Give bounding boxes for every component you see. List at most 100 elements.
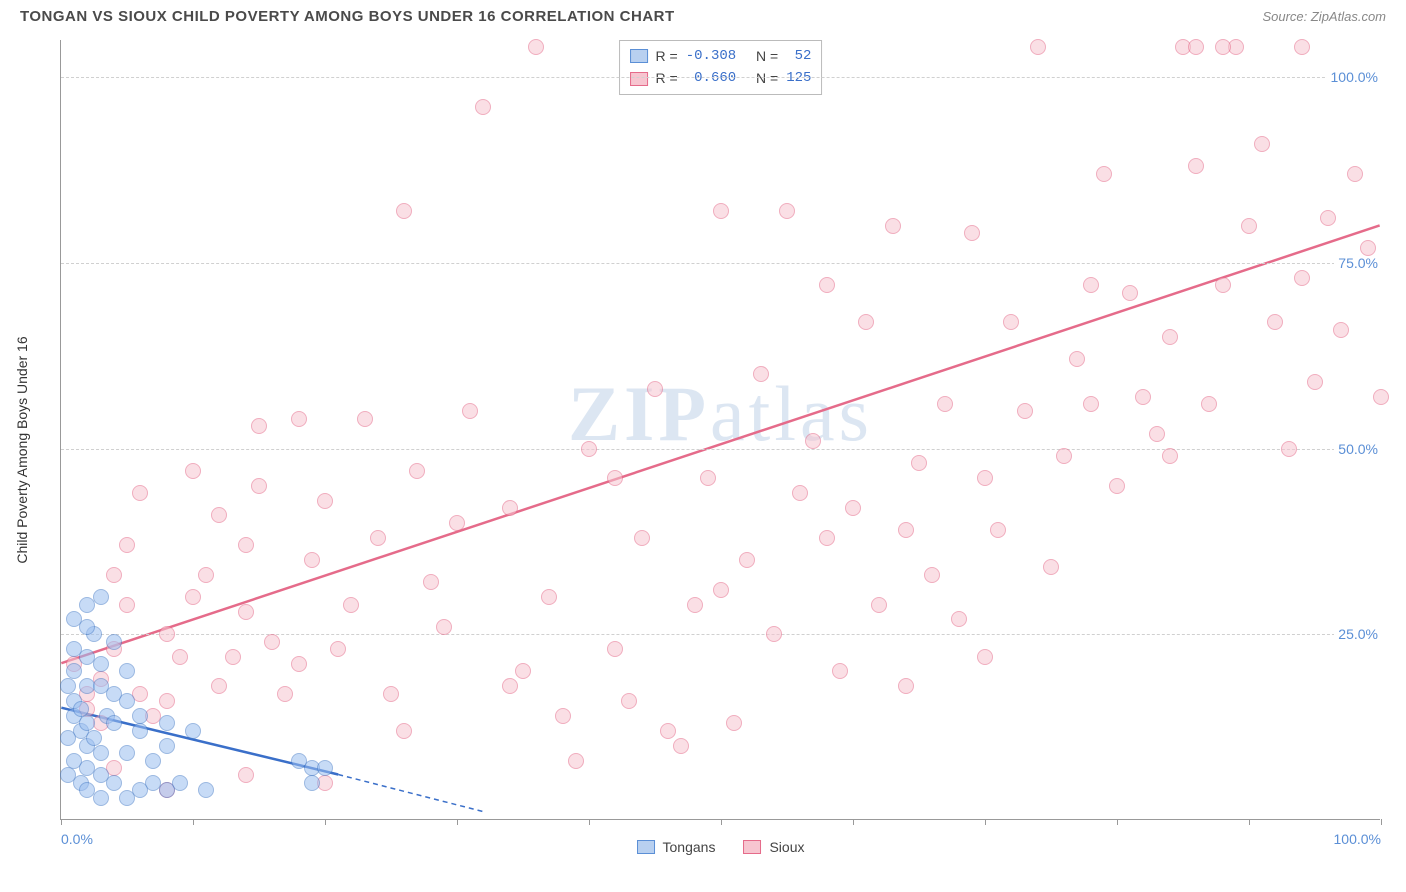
scatter-point-sioux	[1333, 322, 1349, 338]
scatter-point-tongans	[73, 701, 89, 717]
scatter-point-sioux	[238, 604, 254, 620]
scatter-point-sioux	[898, 522, 914, 538]
scatter-point-sioux	[568, 753, 584, 769]
scatter-point-sioux	[832, 663, 848, 679]
scatter-point-sioux	[541, 589, 557, 605]
scatter-point-sioux	[990, 522, 1006, 538]
scatter-point-tongans	[60, 730, 76, 746]
scatter-point-tongans	[119, 663, 135, 679]
scatter-point-tongans	[79, 597, 95, 613]
swatch-tongans	[637, 840, 655, 854]
x-tick-mark	[853, 819, 854, 825]
bottom-legend: Tongans Sioux	[637, 839, 805, 855]
scatter-point-sioux	[1215, 39, 1231, 55]
scatter-point-sioux	[317, 493, 333, 509]
watermark: ZIPatlas	[568, 369, 873, 459]
scatter-point-tongans	[86, 730, 102, 746]
chart-header: TONGAN VS SIOUX CHILD POVERTY AMONG BOYS…	[0, 0, 1406, 31]
scatter-point-sioux	[792, 485, 808, 501]
scatter-point-sioux	[805, 433, 821, 449]
scatter-point-sioux	[1109, 478, 1125, 494]
scatter-point-sioux	[1294, 270, 1310, 286]
x-tick-mark	[61, 819, 62, 825]
scatter-point-sioux	[1162, 329, 1178, 345]
x-tick-label: 0.0%	[61, 831, 93, 847]
scatter-point-sioux	[1043, 559, 1059, 575]
scatter-point-tongans	[79, 715, 95, 731]
scatter-point-sioux	[528, 39, 544, 55]
scatter-point-sioux	[977, 470, 993, 486]
scatter-point-sioux	[766, 626, 782, 642]
x-tick-mark	[1117, 819, 1118, 825]
scatter-point-tongans	[119, 745, 135, 761]
scatter-point-sioux	[607, 641, 623, 657]
scatter-point-sioux	[304, 552, 320, 568]
scatter-point-sioux	[159, 626, 175, 642]
scatter-point-sioux	[515, 663, 531, 679]
scatter-point-sioux	[423, 574, 439, 590]
legend-label-tongans: Tongans	[663, 839, 716, 855]
scatter-point-tongans	[172, 775, 188, 791]
scatter-point-sioux	[687, 597, 703, 613]
scatter-point-sioux	[1188, 39, 1204, 55]
scatter-point-sioux	[1320, 210, 1336, 226]
scatter-point-tongans	[60, 678, 76, 694]
scatter-point-sioux	[1241, 218, 1257, 234]
scatter-point-sioux	[911, 455, 927, 471]
swatch-sioux	[630, 72, 648, 86]
scatter-point-sioux	[1083, 277, 1099, 293]
scatter-point-sioux	[383, 686, 399, 702]
n-value-tongans: 52	[786, 45, 811, 67]
scatter-point-tongans	[93, 790, 109, 806]
source-attribution: Source: ZipAtlas.com	[1262, 9, 1386, 24]
scatter-point-sioux	[1360, 240, 1376, 256]
scatter-point-sioux	[1347, 166, 1363, 182]
n-label: N =	[756, 45, 778, 67]
scatter-point-sioux	[660, 723, 676, 739]
scatter-point-sioux	[198, 567, 214, 583]
x-tick-mark	[985, 819, 986, 825]
scatter-point-sioux	[1373, 389, 1389, 405]
gridline	[61, 449, 1380, 450]
r-label: R =	[656, 67, 678, 89]
y-tick-label: 25.0%	[1334, 626, 1382, 642]
scatter-point-tongans	[66, 611, 82, 627]
scatter-point-sioux	[1294, 39, 1310, 55]
y-tick-label: 50.0%	[1334, 441, 1382, 457]
scatter-point-sioux	[621, 693, 637, 709]
x-tick-label: 100.0%	[1334, 831, 1381, 847]
r-label: R =	[656, 45, 678, 67]
scatter-point-sioux	[291, 411, 307, 427]
scatter-point-tongans	[93, 745, 109, 761]
scatter-point-sioux	[819, 277, 835, 293]
stats-row-sioux: R = 0.660 N = 125	[630, 67, 812, 89]
scatter-point-tongans	[93, 656, 109, 672]
scatter-point-sioux	[330, 641, 346, 657]
scatter-point-sioux	[779, 203, 795, 219]
chart-title: TONGAN VS SIOUX CHILD POVERTY AMONG BOYS…	[20, 8, 675, 25]
swatch-tongans	[630, 49, 648, 63]
scatter-point-tongans	[106, 775, 122, 791]
scatter-point-sioux	[225, 649, 241, 665]
x-tick-mark	[721, 819, 722, 825]
legend-label-sioux: Sioux	[769, 839, 804, 855]
scatter-point-sioux	[106, 567, 122, 583]
scatter-point-sioux	[937, 396, 953, 412]
scatter-point-sioux	[700, 470, 716, 486]
stats-legend: R = -0.308 N = 52 R = 0.660 N = 125	[619, 40, 823, 95]
scatter-point-sioux	[1083, 396, 1099, 412]
scatter-point-sioux	[885, 218, 901, 234]
x-tick-mark	[457, 819, 458, 825]
scatter-point-sioux	[1056, 448, 1072, 464]
scatter-point-sioux	[1122, 285, 1138, 301]
scatter-point-sioux	[119, 537, 135, 553]
x-tick-mark	[193, 819, 194, 825]
scatter-point-sioux	[858, 314, 874, 330]
scatter-point-sioux	[119, 597, 135, 613]
scatter-point-sioux	[211, 507, 227, 523]
scatter-point-sioux	[1030, 39, 1046, 55]
scatter-point-sioux	[555, 708, 571, 724]
scatter-point-tongans	[132, 782, 148, 798]
scatter-point-sioux	[370, 530, 386, 546]
scatter-point-sioux	[449, 515, 465, 531]
